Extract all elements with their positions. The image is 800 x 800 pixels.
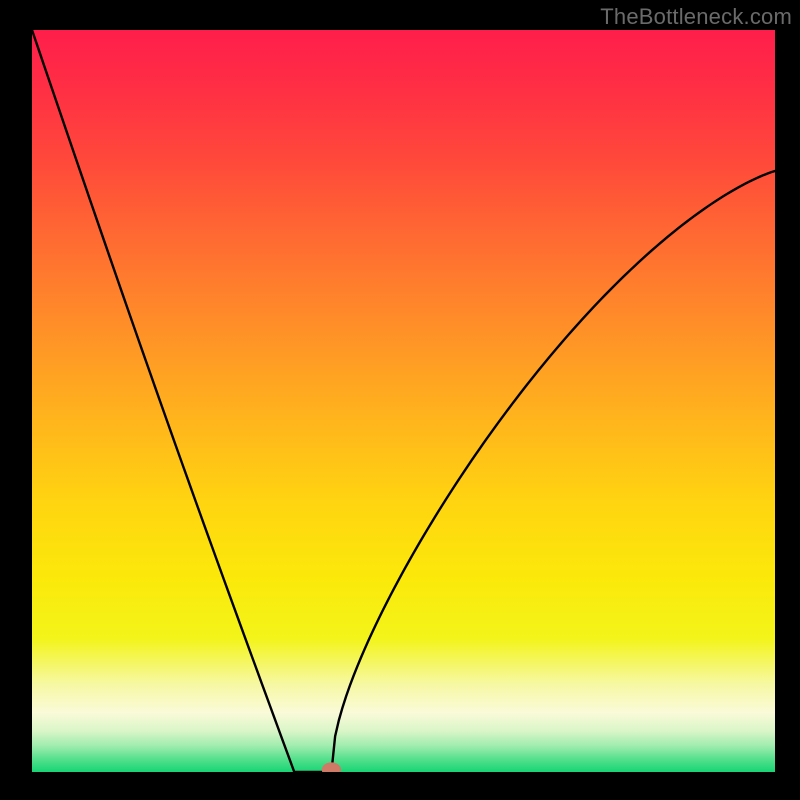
chart-svg: [32, 30, 775, 772]
bottleneck-chart: [32, 30, 775, 772]
gradient-background: [32, 30, 775, 772]
watermark: TheBottleneck.com: [600, 4, 792, 30]
